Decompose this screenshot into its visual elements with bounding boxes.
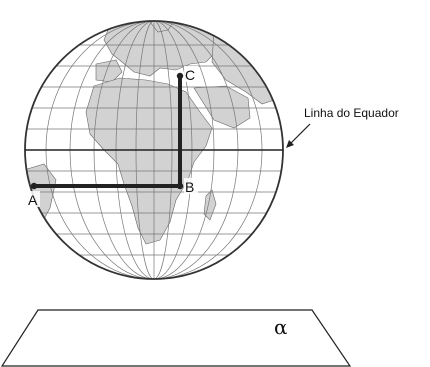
arabia-landmass	[193, 85, 251, 129]
plane-alpha-label: α	[274, 315, 288, 339]
equator-label: Linha do Equador	[304, 106, 399, 120]
plane-alpha	[0, 309, 352, 367]
arrowhead-icon	[286, 140, 294, 148]
point-a-dot	[30, 182, 38, 190]
point-a-label: A	[28, 192, 38, 208]
point-c-dot	[176, 72, 184, 80]
point-b-label: B	[185, 179, 194, 195]
point-c-label: C	[185, 67, 195, 83]
point-b-dot	[176, 182, 184, 190]
equator-pointer-arrow	[287, 123, 311, 147]
iberia-landmass	[95, 59, 123, 83]
